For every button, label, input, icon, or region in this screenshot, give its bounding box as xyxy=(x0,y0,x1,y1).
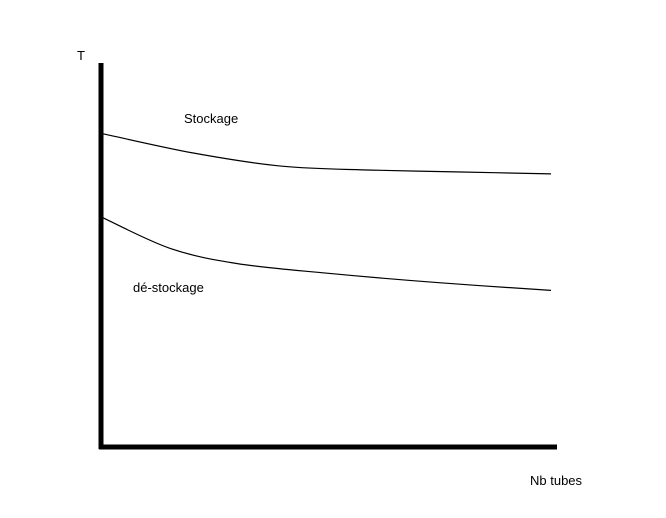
y-axis-label: T xyxy=(77,48,85,63)
series-label-destockage: dé-stockage xyxy=(133,280,204,295)
series-line-destockage xyxy=(102,217,552,291)
x-axis-label: Nb tubes xyxy=(530,473,583,488)
series-label-stockage: Stockage xyxy=(184,111,239,126)
series-layer xyxy=(102,133,552,291)
series-line-stockage xyxy=(102,133,552,175)
